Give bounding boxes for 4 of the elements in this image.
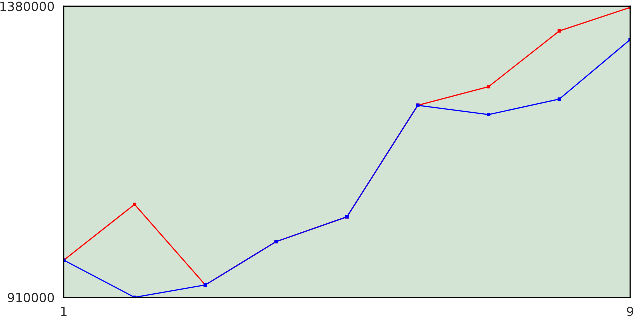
x-tick-label: 1	[61, 307, 67, 316]
y-tick-label: 910000	[8, 293, 54, 303]
y-tick-label: 1380000	[0, 2, 54, 12]
x-tick-label: 9	[627, 306, 634, 316]
